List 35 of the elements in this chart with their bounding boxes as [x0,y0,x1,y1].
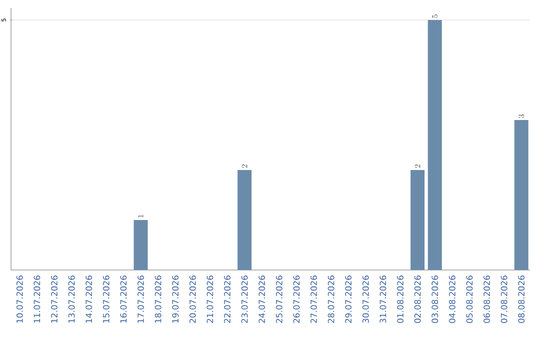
bar [410,170,425,270]
x-tick-label: 11.07.2026 [34,276,40,323]
x-tick-label: 24.07.2026 [258,276,266,323]
x-tick-label: 12.07.2026 [51,276,58,323]
x-tick-label: 10.07.2026 [16,276,23,323]
x-tick-label: 06.08.2026 [484,276,490,323]
x-tick-label: 31.07.2026 [380,276,386,323]
bar [134,220,148,270]
x-tick-label: 08.08.2026 [518,276,525,323]
x-tick-label: 05.08.2026 [466,276,473,323]
x-tick-label: 25.07.2026 [276,276,282,323]
x-tick-label: 27.07.2026 [310,276,317,323]
x-tick-label: 04.08.2026 [448,276,456,323]
x-tick-label: 22.07.2026 [224,276,230,323]
x-tick-label: 07.08.2026 [500,276,508,323]
x-tick-label: 19.07.2026 [172,276,179,323]
bar [428,20,442,270]
x-tick-label: 03.08.2026 [432,276,438,323]
x-tick-label: 29.07.2026 [345,276,352,323]
x-tick-label: 28.07.2026 [328,276,334,323]
bar [238,170,252,270]
x-tick-label: 16.07.2026 [120,276,127,323]
x-tick-label: 26.07.2026 [293,276,300,323]
x-tick-label: 17.07.2026 [138,276,144,323]
x-tick-label: 30.07.2026 [362,276,369,323]
x-tick-label: 01.08.2026 [397,276,404,323]
x-tick-label: 23.07.2026 [241,276,248,323]
bar [514,120,528,270]
x-tick-label: 21.07.2026 [206,276,214,323]
x-tick-label: 20.07.2026 [189,276,196,323]
x-tick-label: 13.07.2026 [68,276,75,323]
x-tick-label: 18.07.2026 [154,276,162,323]
x-tick-label: 15.07.2026 [102,276,110,323]
x-tick-label: 14.07.2026 [86,276,92,323]
x-tick-label: 02.08.2026 [414,276,421,323]
